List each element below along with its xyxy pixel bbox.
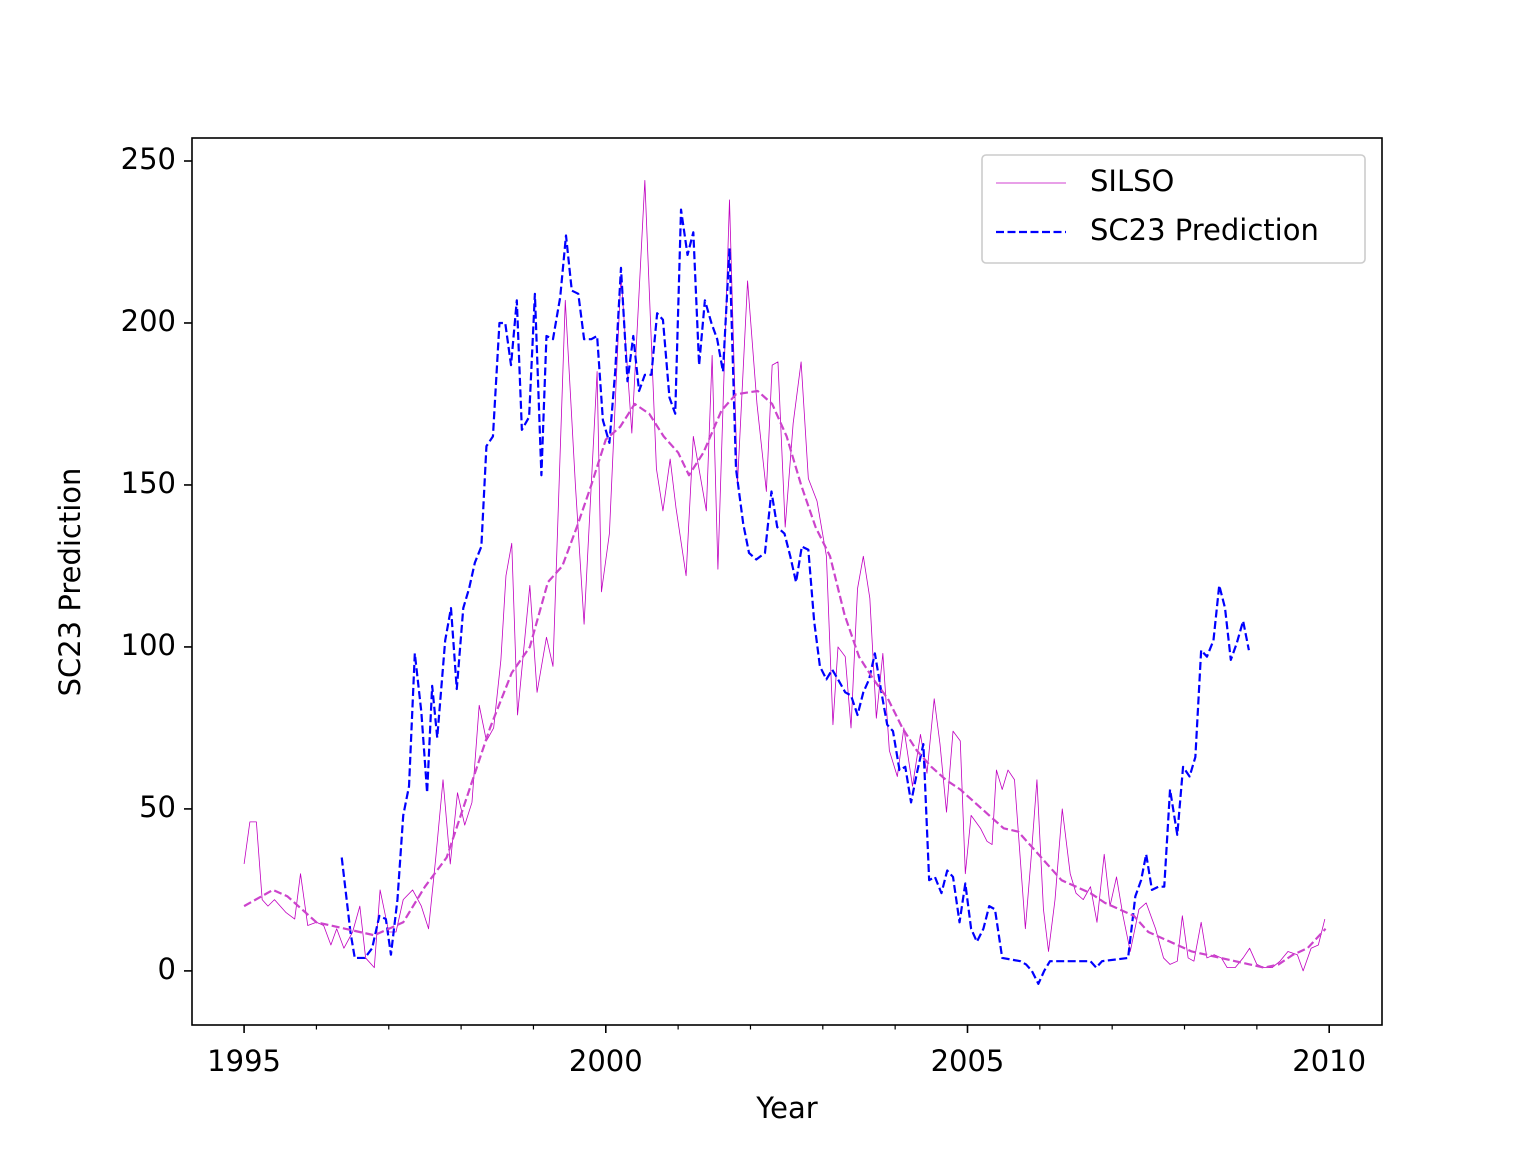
y-tick-label: 200 xyxy=(121,304,176,338)
plot-frame xyxy=(191,137,1383,1026)
y-tick-label: 50 xyxy=(139,790,176,824)
data-line xyxy=(243,180,1326,972)
y-axis-label: SC23 Prediction xyxy=(53,468,87,697)
x-tick-label: 2000 xyxy=(569,1044,643,1078)
x-tick-label: 1995 xyxy=(207,1044,281,1078)
y-tick-label: 150 xyxy=(121,466,176,500)
y-tick-label: 250 xyxy=(121,142,176,176)
data-line xyxy=(340,208,1250,985)
x-axis-label: Year xyxy=(755,1091,817,1125)
x-tick-label: 2010 xyxy=(1292,1044,1366,1078)
legend-box xyxy=(981,154,1366,264)
y-tick-label: 100 xyxy=(121,628,176,662)
x-tick-label: 2005 xyxy=(931,1044,1005,1078)
legend-label: SC23 Prediction xyxy=(1090,213,1319,247)
y-tick-label: 0 xyxy=(158,952,176,986)
data-line xyxy=(243,389,1327,969)
legend-label: SILSO xyxy=(1090,164,1174,198)
